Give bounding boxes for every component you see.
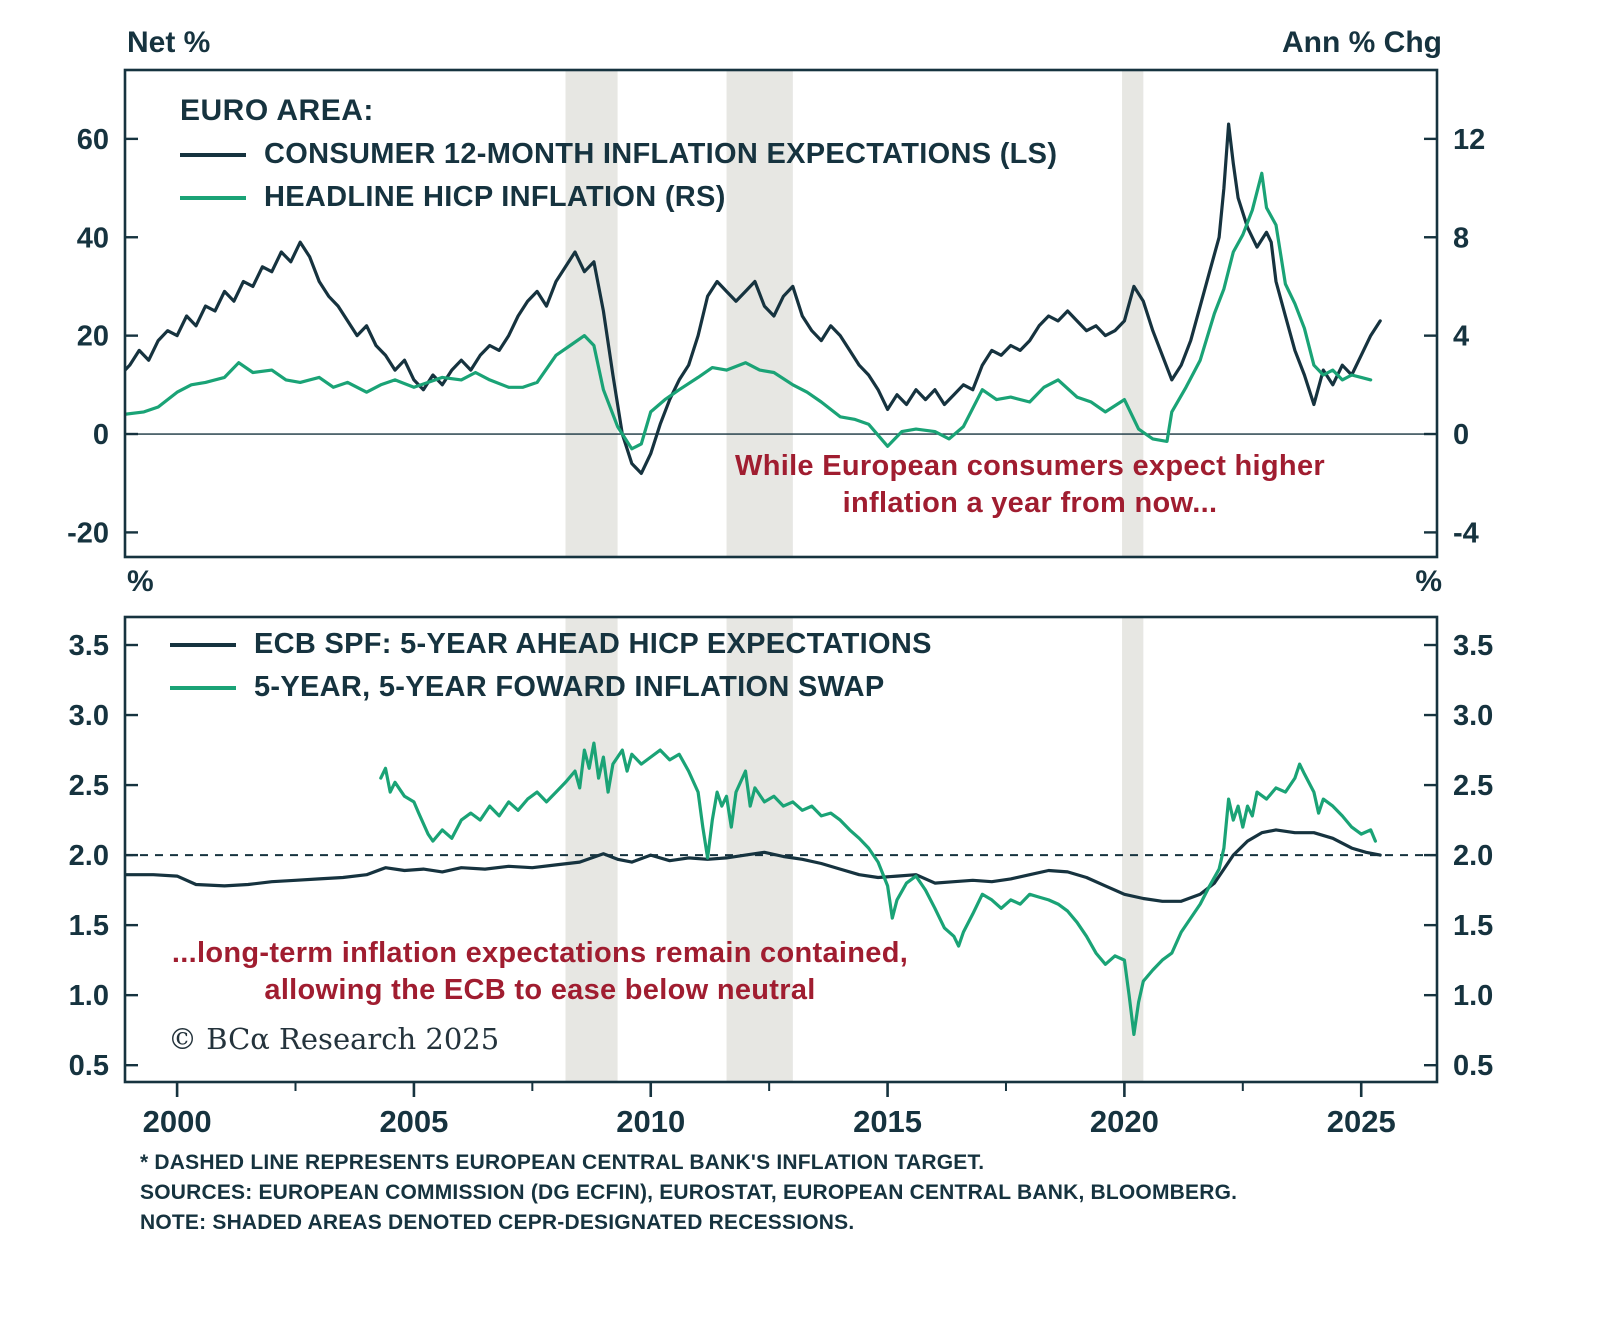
- line-swatch-dark-icon: [180, 152, 246, 157]
- recession-band: [726, 617, 793, 1082]
- svg-text:60: 60: [77, 124, 109, 156]
- top-right-axis-unit: Ann % Chg: [1282, 26, 1442, 59]
- mid-right-axis-unit: %: [1415, 565, 1442, 598]
- footnote-sources: SOURCES: EUROPEAN COMMISSION (DG ECFIN),…: [140, 1181, 1238, 1204]
- annotation-bottom-line-1: ...long-term inflation expectations rema…: [171, 937, 909, 969]
- svg-text:2.5: 2.5: [69, 770, 109, 802]
- recession-band: [1122, 70, 1144, 557]
- svg-text:0.5: 0.5: [1453, 1050, 1493, 1082]
- svg-text:1.5: 1.5: [69, 910, 109, 942]
- svg-text:40: 40: [77, 222, 109, 254]
- legend-label-headline-hicp: HEADLINE HICP INFLATION (RS): [264, 181, 726, 213]
- series-line-green: [379, 741, 1377, 1036]
- svg-text:2010: 2010: [616, 1104, 685, 1139]
- footnotes: * DASHED LINE REPRESENTS EUROPEAN CENTRA…: [140, 1148, 1237, 1238]
- svg-text:-20: -20: [67, 517, 109, 549]
- legend-item-5y5y-swap: 5-YEAR, 5-YEAR FOWARD INFLATION SWAP: [170, 671, 932, 704]
- svg-text:12: 12: [1453, 124, 1485, 156]
- footnote-dashed-line: * DASHED LINE REPRESENTS EUROPEAN CENTRA…: [140, 1151, 985, 1174]
- line-swatch-green-icon: [180, 195, 246, 200]
- svg-text:-4: -4: [1453, 517, 1479, 549]
- recession-band: [726, 70, 793, 557]
- svg-text:2015: 2015: [853, 1104, 922, 1139]
- legend-label-consumer-expectations: CONSUMER 12-MONTH INFLATION EXPECTATIONS…: [264, 138, 1058, 170]
- legend-label-ecb-spf: ECB SPF: 5-YEAR AHEAD HICP EXPECTATIONS: [254, 628, 932, 660]
- top-left-axis-unit: Net %: [127, 26, 211, 59]
- svg-text:3.0: 3.0: [1453, 700, 1493, 732]
- panel-border: [123, 615, 1439, 1084]
- svg-text:2.0: 2.0: [1453, 840, 1493, 872]
- annotation-top: While European consumers expect higher i…: [660, 448, 1400, 522]
- svg-text:3.0: 3.0: [69, 700, 109, 732]
- legend-title-euro-area: EURO AREA:: [180, 94, 374, 127]
- footnote-recessions: NOTE: SHADED AREAS DENOTED CEPR-DESIGNAT…: [140, 1211, 855, 1234]
- line-swatch-dark-icon: [170, 642, 236, 647]
- annotation-top-line-2: inflation a year from now...: [842, 487, 1218, 519]
- svg-text:0: 0: [93, 419, 109, 451]
- legend-item-ecb-spf: ECB SPF: 5-YEAR AHEAD HICP EXPECTATIONS: [170, 628, 932, 661]
- annotation-top-line-1: While European consumers expect higher: [735, 450, 1325, 482]
- series-line-green: [125, 171, 1373, 451]
- svg-text:3.5: 3.5: [1453, 630, 1493, 662]
- series-line-dark: [125, 828, 1382, 903]
- svg-text:2025: 2025: [1327, 1104, 1396, 1139]
- annotation-bottom: ...long-term inflation expectations rema…: [140, 935, 940, 1009]
- legend-bottom: ECB SPF: 5-YEAR AHEAD HICP EXPECTATIONS …: [170, 628, 932, 704]
- recession-band: [1122, 617, 1144, 1082]
- legend-item-headline-hicp: HEADLINE HICP INFLATION (RS): [180, 181, 1057, 214]
- recession-band: [565, 617, 618, 1082]
- svg-text:2005: 2005: [379, 1104, 448, 1139]
- legend-item-consumer-expectations: CONSUMER 12-MONTH INFLATION EXPECTATIONS…: [180, 138, 1057, 171]
- svg-text:2.0: 2.0: [69, 840, 109, 872]
- legend-top: EURO AREA: CONSUMER 12-MONTH INFLATION E…: [180, 94, 1057, 214]
- svg-text:4: 4: [1453, 321, 1469, 353]
- line-swatch-green-icon: [170, 685, 236, 690]
- panel-border: [123, 68, 1439, 559]
- svg-text:20: 20: [77, 321, 109, 353]
- svg-text:8: 8: [1453, 222, 1469, 254]
- copyright-watermark: © BCα Research 2025: [168, 1022, 500, 1056]
- svg-text:2000: 2000: [143, 1104, 212, 1139]
- svg-text:2.5: 2.5: [1453, 770, 1493, 802]
- mid-left-axis-unit: %: [127, 565, 154, 598]
- svg-text:0: 0: [1453, 419, 1469, 451]
- svg-text:1.5: 1.5: [1453, 910, 1493, 942]
- svg-text:0.5: 0.5: [69, 1050, 109, 1082]
- svg-text:1.0: 1.0: [69, 980, 109, 1012]
- svg-text:2020: 2020: [1090, 1104, 1159, 1139]
- series-line-dark: [125, 122, 1382, 475]
- legend-label-5y5y-swap: 5-YEAR, 5-YEAR FOWARD INFLATION SWAP: [254, 671, 885, 703]
- svg-text:3.5: 3.5: [69, 630, 109, 662]
- svg-text:1.0: 1.0: [1453, 980, 1493, 1012]
- annotation-bottom-line-2: allowing the ECB to ease below neutral: [264, 974, 816, 1006]
- recession-band: [565, 70, 618, 557]
